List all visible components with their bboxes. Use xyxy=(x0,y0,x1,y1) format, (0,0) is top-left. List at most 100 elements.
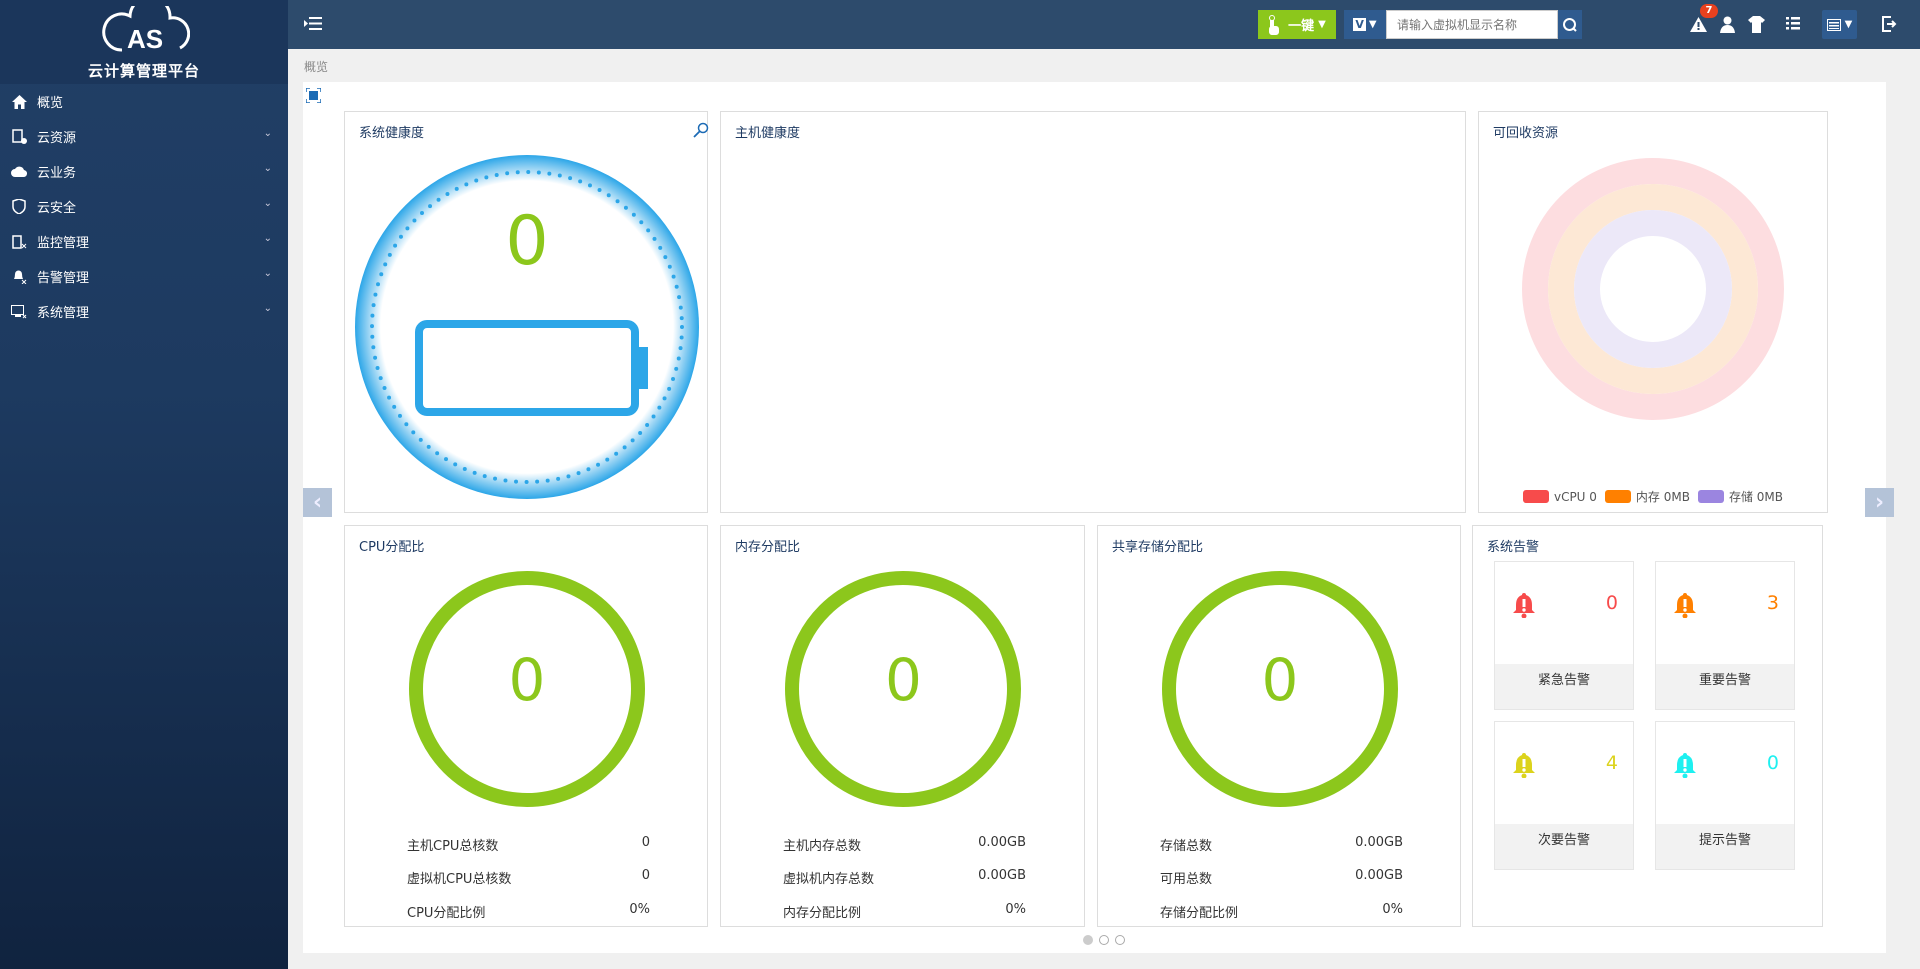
one-click-label: 一键 xyxy=(1288,19,1315,34)
alarm-tile-info[interactable]: 0 提示告警 xyxy=(1655,721,1795,870)
chevron-down-icon: ⌄ xyxy=(263,198,272,209)
cpu-allocation-card: CPU分配比 0 主机CPU总核数 0 虚拟机CPU总核数 0 CPU分配比例 0% xyxy=(344,525,708,927)
stat-label: 虚拟机内存总数 xyxy=(783,872,875,887)
bell-alert-icon xyxy=(1674,753,1696,778)
card-title: 内存分配比 xyxy=(735,540,801,555)
stat-value: 0.00GB xyxy=(1355,868,1403,883)
stat-value: 0% xyxy=(629,902,650,917)
alarm-tile-critical[interactable]: 0 紧急告警 xyxy=(1494,561,1634,710)
cpu-ring xyxy=(409,571,645,807)
bell-alert-icon xyxy=(1513,753,1535,778)
stat-value: 0 xyxy=(641,868,650,883)
alarm-label: 提示告警 xyxy=(1656,824,1794,869)
ring-memory xyxy=(1548,184,1758,394)
alarm-tile-minor[interactable]: 4 次要告警 xyxy=(1494,721,1634,870)
sidebar-item-system[interactable]: 系统管理 ⌄ xyxy=(0,294,288,329)
stat-value: 0.00GB xyxy=(978,835,1026,850)
sidebar-item-label: 告警管理 xyxy=(37,271,90,286)
stat-value: 0.00GB xyxy=(978,868,1026,883)
zoom-search-icon[interactable] xyxy=(693,122,709,138)
stat-row: CPU分配比例 0% xyxy=(407,902,650,921)
recyclable-donut-chart xyxy=(1522,158,1784,420)
legend-label: vCPU 0 xyxy=(1553,489,1597,504)
carousel-dot[interactable] xyxy=(1115,935,1125,945)
legend-vcpu[interactable]: vCPU 0 xyxy=(1522,488,1597,505)
legend-swatch xyxy=(1604,490,1631,503)
carousel-prev-button[interactable]: ‹ xyxy=(303,488,332,517)
recyclable-legend: vCPU 0 内存 0MB 存储 0MB xyxy=(1479,488,1827,505)
dotted-ring xyxy=(370,170,684,484)
caret-down-icon: ▼ xyxy=(1368,19,1377,30)
caret-down-icon: ▼ xyxy=(1318,19,1326,30)
storage-ring xyxy=(1162,571,1398,807)
host-health-card: 主机健康度 xyxy=(720,111,1466,513)
stat-label: 可用总数 xyxy=(1160,872,1213,887)
sidebar-item-label: 云业务 xyxy=(37,166,77,181)
cloud-service-icon xyxy=(11,164,27,180)
calendar-icon xyxy=(1826,18,1841,31)
memory-ring xyxy=(785,571,1021,807)
sidebar-item-label: 云资源 xyxy=(37,131,77,146)
stat-row: 虚拟机内存总数 0.00GB xyxy=(783,868,1026,887)
battery-icon xyxy=(415,320,639,416)
carousel-dot-active[interactable] xyxy=(1083,935,1093,945)
carousel-next-button[interactable]: › xyxy=(1865,488,1894,517)
chevron-down-icon: ⌄ xyxy=(263,268,272,279)
sidebar-item-monitor[interactable]: 监控管理 ⌄ xyxy=(0,224,288,259)
sidebar: AS 云计算管理平台 概览 云资源 ⌄ 云业务 ⌄ 云安全 ⌄ 监控管理 ⌄ 告警管理 ⌄… xyxy=(0,0,288,969)
bell-alert-icon xyxy=(1674,593,1696,618)
stat-label: 主机CPU总核数 xyxy=(407,839,499,854)
view-dropdown[interactable]: ▼ xyxy=(1822,10,1857,39)
sidebar-item-cloud-resource[interactable]: 云资源 ⌄ xyxy=(0,119,288,154)
card-title: 系统健康度 xyxy=(359,126,425,141)
user-icon[interactable] xyxy=(1720,16,1735,37)
carousel-dot[interactable] xyxy=(1099,935,1109,945)
list-icon[interactable] xyxy=(1786,17,1800,34)
one-click-button[interactable]: 一键 ▼ xyxy=(1258,10,1336,39)
stat-row: 可用总数 0.00GB xyxy=(1160,868,1403,887)
card-title: CPU分配比 xyxy=(359,540,425,555)
search-button[interactable] xyxy=(1558,10,1582,39)
stat-row: 主机CPU总核数 0 xyxy=(407,835,650,854)
ring-storage xyxy=(1574,210,1732,368)
cloud-resource-icon xyxy=(11,129,27,145)
storage-allocation-card: 共享存储分配比 0 存储总数 0.00GB 可用总数 0.00GB 存储分配比例 0% xyxy=(1097,525,1461,927)
legend-memory[interactable]: 内存 0MB xyxy=(1604,488,1690,505)
stat-row: 内存分配比例 0% xyxy=(783,902,1026,921)
memory-allocation-card: 内存分配比 0 主机内存总数 0.00GB 虚拟机内存总数 0.00GB 内存分配比… xyxy=(720,525,1085,927)
sidebar-item-alarm[interactable]: 告警管理 ⌄ xyxy=(0,259,288,294)
legend-swatch xyxy=(1522,490,1549,503)
health-gauge xyxy=(355,155,699,499)
card-title: 系统告警 xyxy=(1487,540,1540,555)
logout-icon[interactable] xyxy=(1882,16,1897,36)
stat-value: 0.00GB xyxy=(1355,835,1403,850)
shield-icon xyxy=(11,199,27,215)
theme-shirt-icon[interactable] xyxy=(1748,16,1765,37)
system-health-card: 系统健康度 0 xyxy=(344,111,709,513)
vm-type-dropdown[interactable]: V ▼ xyxy=(1344,10,1386,39)
vm-search-input[interactable] xyxy=(1386,10,1558,39)
alarm-tile-major[interactable]: 3 重要告警 xyxy=(1655,561,1795,710)
memory-ratio-value: 0 xyxy=(885,646,922,714)
fullscreen-icon[interactable] xyxy=(305,87,322,107)
sidebar-toggle-icon[interactable] xyxy=(304,16,322,35)
alarm-count: 0 xyxy=(1766,752,1779,774)
vm-type-label: V xyxy=(1353,18,1366,31)
legend-storage[interactable]: 存储 0MB xyxy=(1697,488,1783,505)
svg-text:AS: AS xyxy=(127,24,163,54)
sidebar-item-cloud-service[interactable]: 云业务 ⌄ xyxy=(0,154,288,189)
health-score: 0 xyxy=(505,202,549,281)
stat-label: 存储分配比例 xyxy=(1160,906,1239,921)
card-title: 主机健康度 xyxy=(735,126,801,141)
sidebar-item-overview[interactable]: 概览 xyxy=(0,84,288,119)
stat-row: 存储总数 0.00GB xyxy=(1160,835,1403,854)
stat-label: CPU分配比例 xyxy=(407,906,486,921)
search-icon xyxy=(1563,17,1577,32)
legend-swatch xyxy=(1697,490,1724,503)
sidebar-item-cloud-security[interactable]: 云安全 ⌄ xyxy=(0,189,288,224)
cas-logo-icon: AS xyxy=(102,6,190,54)
chevron-down-icon: ⌄ xyxy=(263,128,272,139)
alert-icon[interactable] xyxy=(1690,17,1707,36)
sidebar-item-label: 云安全 xyxy=(37,201,77,216)
stat-label: 虚拟机CPU总核数 xyxy=(407,872,512,887)
